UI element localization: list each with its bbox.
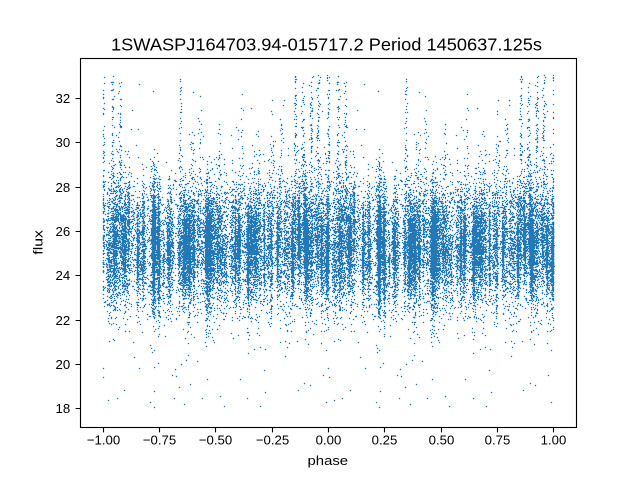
svg-text:0.75: 0.75	[485, 433, 511, 448]
svg-text:32: 32	[56, 91, 71, 106]
svg-text:22: 22	[56, 313, 71, 328]
svg-text:24: 24	[56, 268, 71, 283]
svg-text:−1.00: −1.00	[87, 433, 120, 448]
svg-text:−0.75: −0.75	[143, 433, 176, 448]
svg-text:28: 28	[56, 180, 71, 195]
svg-text:0.25: 0.25	[372, 433, 398, 448]
svg-text:1.00: 1.00	[541, 433, 567, 448]
svg-text:phase: phase	[308, 453, 349, 468]
svg-text:0.50: 0.50	[429, 433, 455, 448]
svg-text:flux: flux	[30, 230, 45, 255]
svg-text:0.00: 0.00	[316, 433, 342, 448]
svg-text:−0.25: −0.25	[256, 433, 289, 448]
svg-text:20: 20	[56, 357, 71, 372]
svg-text:18: 18	[56, 401, 71, 416]
svg-text:30: 30	[56, 135, 71, 150]
svg-text:26: 26	[56, 224, 71, 239]
svg-text:1SWASPJ164703.94-015717.2 Peri: 1SWASPJ164703.94-015717.2 Period 1450637…	[111, 35, 542, 55]
svg-text:−0.50: −0.50	[199, 433, 232, 448]
